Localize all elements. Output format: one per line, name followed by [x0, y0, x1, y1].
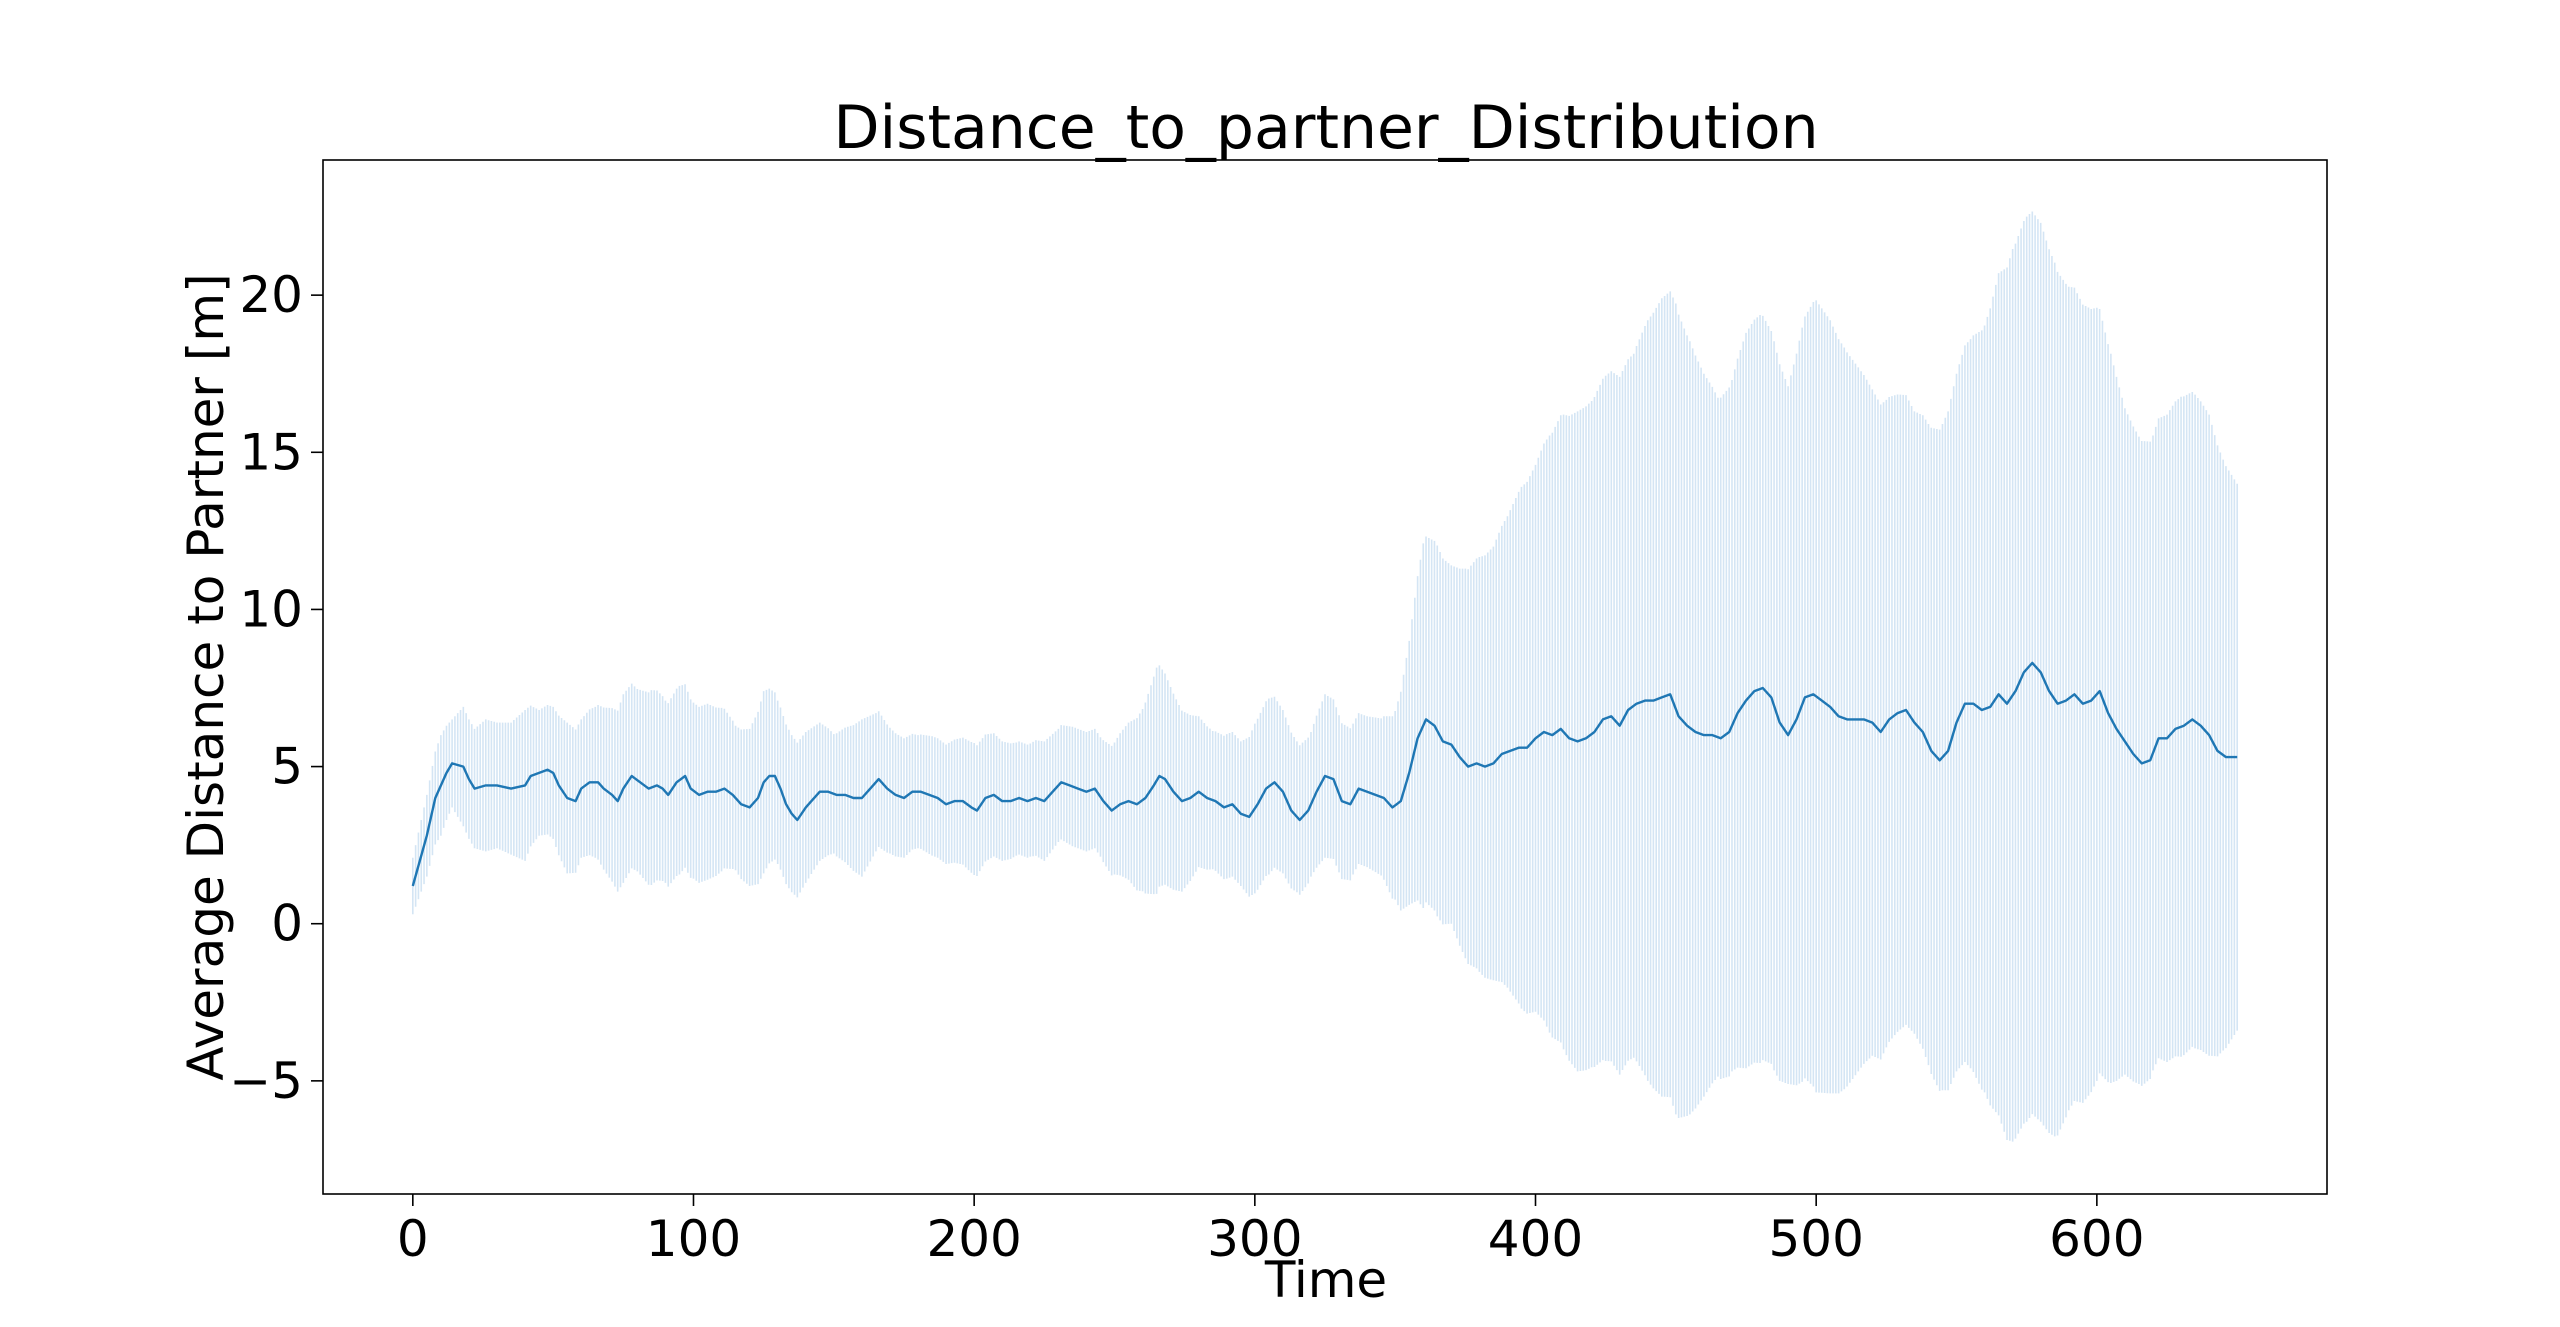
x-tick-label: 300 — [1207, 1210, 1302, 1268]
x-tick-label: 400 — [1488, 1210, 1583, 1268]
y-tick-label: 15 — [239, 423, 303, 481]
x-tick-label: 200 — [926, 1210, 1021, 1268]
plot-area — [411, 211, 2238, 1142]
y-tick-label: −5 — [229, 1052, 303, 1110]
plot-frame — [322, 159, 2328, 1195]
y-axis-label: Average Distance to Partner [m] — [177, 273, 235, 1080]
y-tick-label: 0 — [271, 895, 303, 953]
x-tick-label: 600 — [2049, 1210, 2144, 1268]
x-axis: 0 100 200 300 400 500 600 — [397, 1194, 2145, 1268]
x-tick-label: 500 — [1768, 1210, 1863, 1268]
y-tick-label: 10 — [239, 580, 303, 638]
chart-title: Distance_to_partner_Distribution — [833, 93, 1818, 163]
x-axis-label: Time — [1264, 1251, 1387, 1309]
y-tick-label: 5 — [271, 738, 303, 796]
x-tick-label: 100 — [646, 1210, 741, 1268]
mean-line — [411, 661, 2238, 887]
y-tick-label: 20 — [239, 266, 303, 324]
y-axis: −5 0 5 10 15 20 — [229, 266, 323, 1110]
x-tick-label: 0 — [397, 1210, 429, 1268]
error-band — [412, 211, 2238, 1142]
